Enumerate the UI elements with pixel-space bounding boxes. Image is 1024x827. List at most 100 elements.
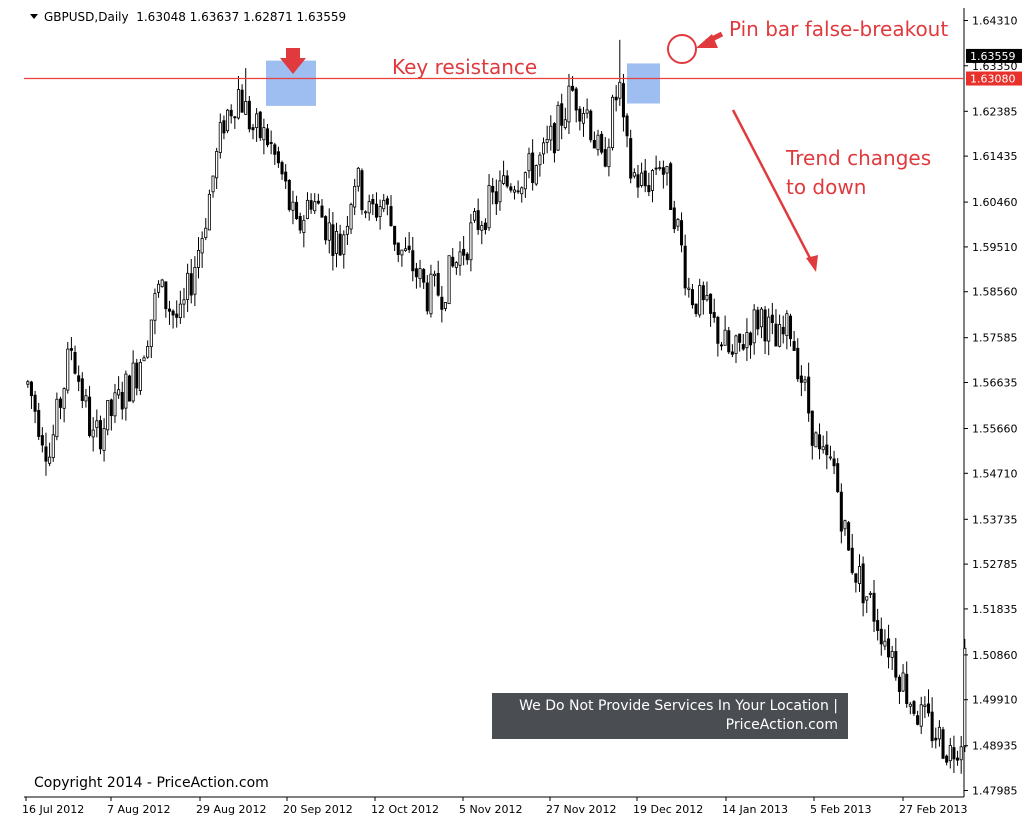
candle-bear [694, 303, 698, 314]
candle-bull [182, 299, 186, 305]
candle-bear [247, 100, 251, 130]
dropdown-triangle-icon[interactable] [30, 14, 38, 19]
key-resistance-note: Key resistance [392, 55, 538, 79]
candle-bear [273, 144, 277, 155]
candle-bull [542, 142, 546, 155]
candle-bear [661, 167, 665, 175]
candle-bull [327, 222, 331, 241]
candle-bull [821, 446, 825, 451]
candle-bull [498, 180, 502, 203]
y-tick-label: 1.58560 [972, 286, 1018, 299]
candle-bear [80, 378, 84, 402]
candle-bull [868, 592, 872, 595]
y-tick-label: 1.57585 [972, 332, 1018, 345]
candle-bull [142, 357, 146, 362]
candle-bull [382, 199, 386, 210]
candle-bear [701, 285, 705, 301]
candle-bear [29, 381, 33, 397]
candle-bear [712, 312, 716, 318]
y-tick-label: 1.62385 [972, 105, 1018, 118]
candle-bear [494, 191, 498, 205]
x-tick-label: 7 Aug 2012 [107, 803, 170, 816]
y-tick-label: 1.59510 [972, 241, 1018, 254]
candle-bull [632, 172, 636, 177]
candle-bear [934, 737, 938, 741]
y-tick-label: 1.60460 [972, 196, 1018, 209]
x-tick-label: 14 Jan 2013 [722, 803, 788, 816]
candle-bear [436, 273, 440, 296]
candle-bear [451, 256, 455, 267]
candle-bear [770, 314, 774, 323]
candle-bear [309, 200, 313, 210]
candle-bull [62, 388, 66, 409]
candle-bull [131, 362, 135, 402]
candle-bull [26, 381, 30, 385]
candle-bull [113, 392, 117, 417]
candle-bull [211, 175, 215, 193]
candle-bull [705, 294, 709, 301]
trend-note-line1: Trend changes [786, 146, 932, 170]
candle-bear [531, 152, 535, 183]
candle-bear [393, 225, 397, 245]
candle-bear [295, 202, 299, 220]
candle-bear [690, 289, 694, 306]
candle-bear [491, 185, 495, 193]
candle-bull [607, 146, 611, 168]
candle-bull [959, 746, 963, 761]
candle-bear [578, 108, 582, 122]
candle-bull [901, 672, 905, 692]
candle-bull [403, 248, 408, 251]
candle-bear [516, 190, 520, 193]
candle-bear [727, 330, 731, 353]
candle-bull [146, 346, 150, 358]
candle-bear [422, 269, 426, 283]
trend-arrow-icon [806, 255, 818, 272]
candle-bull [502, 175, 506, 184]
current-price-tag [966, 48, 1022, 63]
candle-bull [244, 101, 248, 115]
candle-bull [487, 185, 491, 229]
candle-bear [371, 199, 375, 205]
candle-bull [124, 373, 128, 409]
candle-bear [818, 434, 822, 450]
candle-bull [291, 201, 295, 211]
y-tick-label: 1.56635 [972, 377, 1018, 390]
candle-bull [342, 234, 346, 255]
candle-bear [956, 757, 960, 761]
candle-bull [843, 520, 847, 530]
candle-bull [937, 726, 941, 740]
candle-bear [407, 245, 411, 250]
candle-bear [709, 293, 713, 314]
candle-bear [483, 222, 487, 231]
x-tick-label: 5 Nov 2012 [459, 803, 522, 816]
candle-bull [353, 185, 357, 208]
candle-bear [592, 140, 596, 149]
candle-bear [77, 375, 81, 382]
symbol-label: GBPUSD,Daily [44, 10, 129, 24]
candle-bear [807, 376, 811, 414]
candle-bear [738, 333, 742, 343]
trend-note-line2: to down [786, 175, 867, 199]
candle-bear [872, 592, 876, 622]
candle-bull [51, 434, 55, 459]
candle-bear [40, 435, 44, 446]
candle-bull [367, 201, 371, 214]
candle-bull [378, 206, 382, 217]
candle-bull [48, 456, 52, 464]
candle-bull [66, 348, 70, 391]
candle-bear [905, 673, 909, 704]
candle-bear [389, 206, 393, 227]
candle-bull [400, 249, 404, 256]
candle-bear [941, 729, 945, 759]
candle-bear [850, 547, 854, 573]
candle-bull [207, 193, 211, 231]
pin-bar-note: Pin bar false-breakout [729, 17, 949, 41]
candle-bear [876, 620, 880, 631]
candle-bear [476, 210, 480, 231]
candle-bear [930, 711, 934, 742]
candle-bear [44, 446, 48, 462]
y-tick-label: 1.53735 [972, 513, 1018, 526]
y-tick-label: 1.50860 [972, 649, 1018, 662]
candle-bull [512, 189, 517, 193]
